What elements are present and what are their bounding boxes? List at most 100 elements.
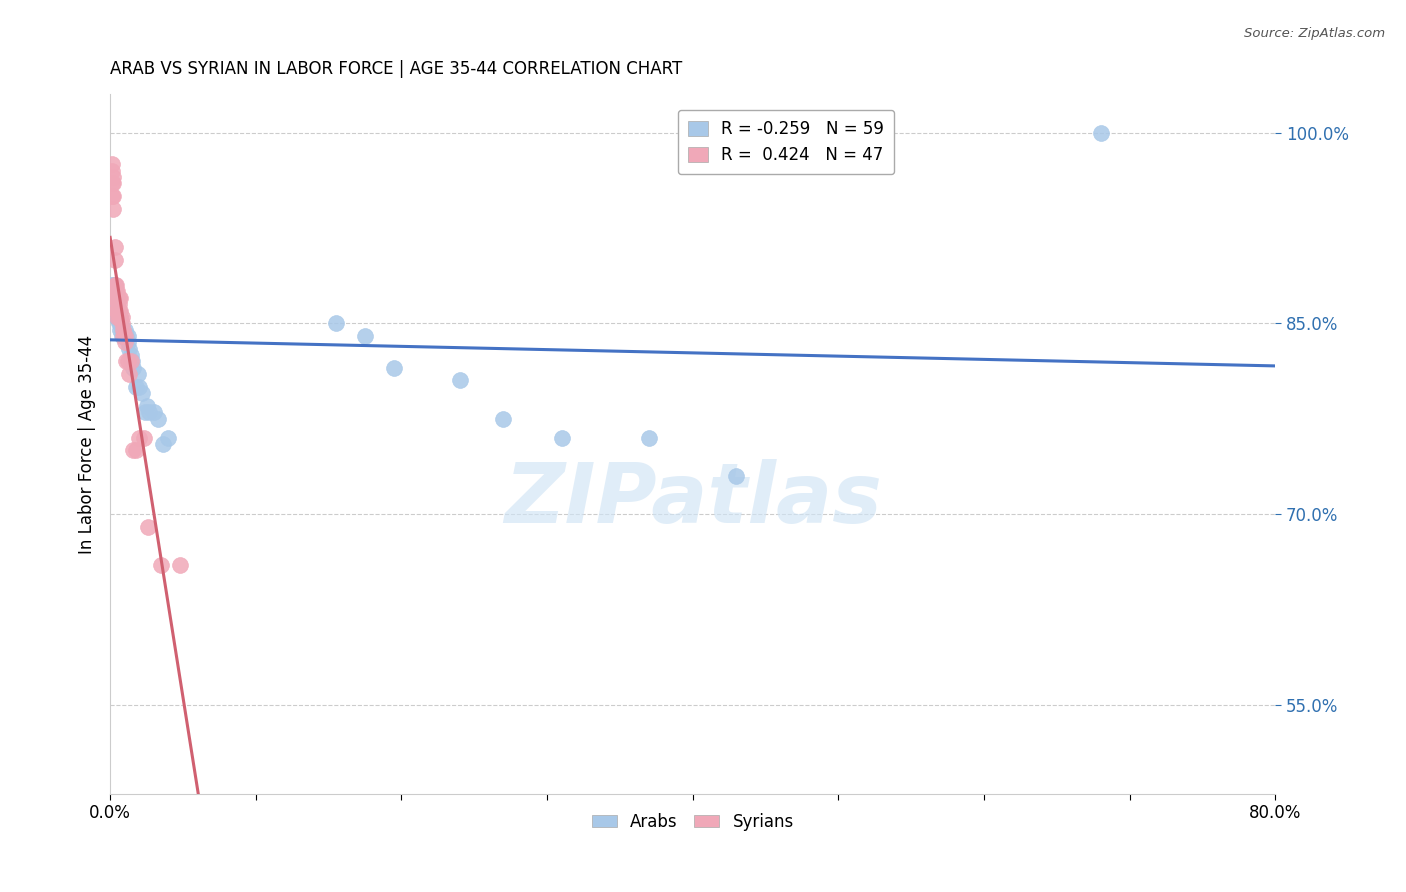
Point xyxy=(101,189,124,203)
Point xyxy=(100,291,122,305)
Point xyxy=(122,443,145,458)
Point xyxy=(117,335,139,350)
Point xyxy=(114,335,136,350)
Point xyxy=(111,310,134,324)
Y-axis label: In Labor Force | Age 35-44: In Labor Force | Age 35-44 xyxy=(79,334,96,554)
Point xyxy=(134,405,156,419)
Point xyxy=(100,163,122,178)
Point xyxy=(104,291,127,305)
Point xyxy=(152,437,174,451)
Point xyxy=(136,519,159,533)
Point xyxy=(107,303,129,318)
Point xyxy=(150,558,173,572)
Point xyxy=(112,323,135,337)
Point xyxy=(101,285,124,299)
Point xyxy=(125,380,148,394)
Legend: Arabs, Syrians: Arabs, Syrians xyxy=(585,806,800,838)
Point xyxy=(107,303,129,318)
Point xyxy=(111,323,134,337)
Point xyxy=(114,329,136,343)
Point xyxy=(120,348,142,362)
Point xyxy=(550,431,572,445)
Point xyxy=(112,329,135,343)
Point xyxy=(104,303,127,318)
Point xyxy=(142,405,165,419)
Point xyxy=(118,367,141,381)
Point xyxy=(103,291,125,305)
Point xyxy=(110,316,132,330)
Point xyxy=(325,316,347,330)
Point xyxy=(104,291,127,305)
Point xyxy=(108,303,131,318)
Point xyxy=(103,291,125,305)
Point xyxy=(101,291,124,305)
Point xyxy=(107,291,129,305)
Point xyxy=(100,177,122,191)
Point xyxy=(104,310,127,324)
Point xyxy=(107,303,129,318)
Point xyxy=(100,285,122,299)
Point xyxy=(103,285,125,299)
Text: ARAB VS SYRIAN IN LABOR FORCE | AGE 35-44 CORRELATION CHART: ARAB VS SYRIAN IN LABOR FORCE | AGE 35-4… xyxy=(110,60,682,78)
Point xyxy=(103,252,125,267)
Point xyxy=(101,202,124,216)
Text: Source: ZipAtlas.com: Source: ZipAtlas.com xyxy=(1244,27,1385,40)
Point xyxy=(121,354,143,368)
Point xyxy=(110,310,132,324)
Point xyxy=(111,316,134,330)
Point xyxy=(101,170,124,185)
Point xyxy=(103,278,125,293)
Point xyxy=(108,316,131,330)
Point xyxy=(135,399,157,413)
Point xyxy=(128,431,150,445)
Point xyxy=(111,329,134,343)
Point xyxy=(100,157,122,171)
Point xyxy=(103,291,125,305)
Point xyxy=(108,310,131,324)
Point xyxy=(148,411,170,425)
Point xyxy=(110,323,132,337)
Point xyxy=(125,443,148,458)
Point xyxy=(108,310,131,324)
Point xyxy=(100,189,122,203)
Point xyxy=(110,310,132,324)
Point xyxy=(107,310,129,324)
Point xyxy=(101,278,124,293)
Point xyxy=(112,329,135,343)
Point xyxy=(107,285,129,299)
Text: ZIPatlas: ZIPatlas xyxy=(503,459,882,541)
Point xyxy=(108,303,131,318)
Point xyxy=(725,468,748,483)
Point xyxy=(114,329,136,343)
Point xyxy=(449,374,471,388)
Point xyxy=(101,177,124,191)
Point xyxy=(104,285,127,299)
Point xyxy=(157,431,180,445)
Point xyxy=(104,278,127,293)
Point xyxy=(128,380,150,394)
Point xyxy=(104,297,127,311)
Point xyxy=(127,367,149,381)
Point xyxy=(112,323,135,337)
Point xyxy=(104,291,127,305)
Point xyxy=(114,323,136,337)
Point xyxy=(107,291,129,305)
Point xyxy=(101,297,124,311)
Point xyxy=(110,291,132,305)
Point xyxy=(169,558,191,572)
Point xyxy=(108,297,131,311)
Point xyxy=(103,240,125,254)
Point xyxy=(120,354,142,368)
Point xyxy=(492,411,515,425)
Point xyxy=(103,278,125,293)
Point xyxy=(118,342,141,356)
Point xyxy=(132,431,155,445)
Point xyxy=(122,360,145,375)
Point xyxy=(115,354,138,368)
Point xyxy=(117,329,139,343)
Point xyxy=(115,329,138,343)
Point xyxy=(107,297,129,311)
Point xyxy=(108,291,131,305)
Point xyxy=(104,297,127,311)
Point xyxy=(354,329,377,343)
